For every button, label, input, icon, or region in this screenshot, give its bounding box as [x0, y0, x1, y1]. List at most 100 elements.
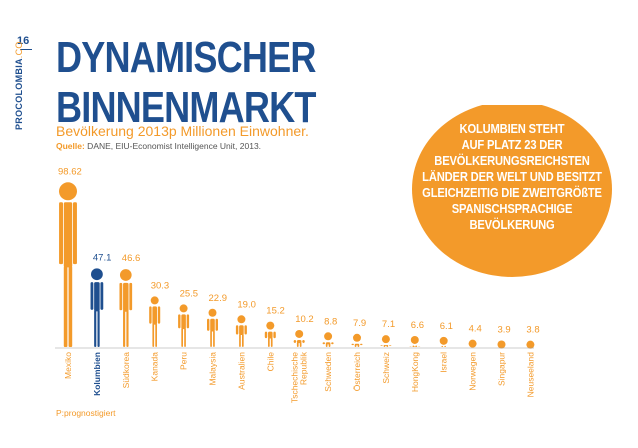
person-leg: [412, 345, 415, 347]
person-leg: [444, 345, 446, 347]
person-arm: [380, 345, 383, 346]
value-label: 3.9: [498, 324, 511, 335]
person-leg: [123, 310, 126, 347]
person-torso: [181, 314, 186, 330]
person-head: [468, 339, 477, 348]
source-text: DANE, EIU-Economist Intelligence Unit, 2…: [84, 141, 262, 151]
person-leg: [386, 344, 389, 347]
value-label: 22.9: [209, 293, 228, 304]
person-torso: [63, 202, 73, 268]
value-label: 25.5: [180, 288, 199, 299]
person-head: [208, 308, 217, 317]
person-torso: [268, 331, 273, 339]
title-line-1: DYNAMISCHER: [56, 33, 316, 82]
category-label: Tschechische: [290, 352, 300, 403]
value-label: 7.9: [353, 318, 366, 329]
value-label: 15.2: [266, 306, 285, 317]
person-leg: [357, 344, 360, 347]
person-head: [237, 315, 246, 324]
person-leg: [296, 342, 299, 347]
category-label: Schweiz: [381, 352, 391, 384]
callout-line: BEVÖLKERUNGSREICHSTEN: [434, 153, 590, 168]
person-icon: [264, 321, 276, 347]
value-label: 3.8: [526, 325, 539, 336]
person-leg: [299, 342, 302, 347]
person-arm: [178, 314, 181, 329]
person-icon: [207, 308, 218, 347]
category-label: Singapur: [497, 352, 507, 386]
person-icon: [235, 315, 247, 347]
person-head: [324, 332, 333, 341]
person-icon: [293, 329, 305, 347]
value-label: 4.4: [469, 324, 482, 335]
person-torso: [239, 325, 244, 336]
category-label: Republik: [299, 351, 309, 385]
person-leg: [415, 345, 418, 347]
category-label: Schweden: [323, 352, 333, 392]
person-icon: [119, 269, 133, 347]
source-label: Quelle:: [56, 141, 85, 151]
person-head: [150, 296, 159, 305]
value-label: 6.6: [411, 320, 424, 331]
person-icon: [438, 336, 450, 347]
person-arm: [149, 306, 152, 324]
person-head: [59, 182, 77, 201]
person-arm: [90, 282, 94, 310]
person-leg: [210, 330, 212, 347]
person-torso: [94, 282, 100, 312]
callout-circle: [412, 105, 612, 277]
person-head: [179, 304, 188, 313]
person-arm: [100, 282, 104, 310]
footnote: P:prognostigiert: [56, 408, 116, 418]
category-label: Malaysia: [208, 352, 218, 386]
value-label: 6.1: [440, 321, 453, 332]
person-icon: [149, 296, 161, 347]
callout-line: AUF PLATZ 23 DER: [461, 137, 563, 152]
title-line-2: BINNENMARKT: [56, 83, 316, 132]
person-leg: [97, 310, 100, 347]
person-leg: [270, 337, 273, 347]
person-leg: [181, 328, 183, 347]
person-head: [526, 340, 535, 349]
person-leg: [383, 344, 386, 347]
category-label: Südkorea: [121, 352, 131, 389]
person-icon: [409, 335, 421, 347]
value-label: 10.2: [295, 314, 314, 325]
person-arm: [215, 318, 218, 331]
person-icon: [497, 340, 506, 349]
person-head: [119, 269, 132, 281]
person-leg: [126, 310, 129, 347]
person-icon: [322, 332, 334, 347]
person-head: [497, 340, 506, 349]
value-label: 7.1: [382, 319, 395, 330]
person-leg: [354, 344, 357, 347]
person-arm: [207, 318, 210, 331]
callout-line: KOLUMBIEN STEHT: [459, 121, 565, 136]
value-label: 47.1: [93, 252, 112, 263]
person-arm: [244, 325, 247, 335]
person-head: [439, 336, 448, 345]
person-leg: [325, 343, 328, 347]
value-label: 30.3: [151, 280, 170, 291]
person-arm: [73, 202, 77, 265]
person-icon: [59, 182, 77, 347]
person-icon: [526, 340, 535, 349]
person-leg: [68, 266, 73, 347]
person-icon: [468, 339, 477, 348]
page-number-rule: [20, 49, 32, 50]
page-number: 16: [17, 35, 30, 47]
category-label: Israel: [439, 352, 449, 373]
person-torso: [123, 282, 129, 312]
callout-text-box: KOLUMBIEN STEHT AUF PLATZ 23 DER BEVÖLKE…: [407, 105, 617, 285]
person-leg: [152, 323, 155, 347]
value-label: 19.0: [237, 299, 256, 310]
category-label: Kanada: [150, 352, 160, 382]
category-label: Neuseeland: [525, 352, 535, 398]
person-arm: [59, 202, 63, 265]
chart-subtitle: Bevölkerung 2013p Millionen Einwohner.: [56, 123, 309, 139]
callout-line: SPANISCHSPRACHIGE: [451, 201, 573, 216]
person-leg: [328, 343, 331, 347]
person-leg: [63, 266, 68, 347]
person-leg: [184, 328, 186, 347]
